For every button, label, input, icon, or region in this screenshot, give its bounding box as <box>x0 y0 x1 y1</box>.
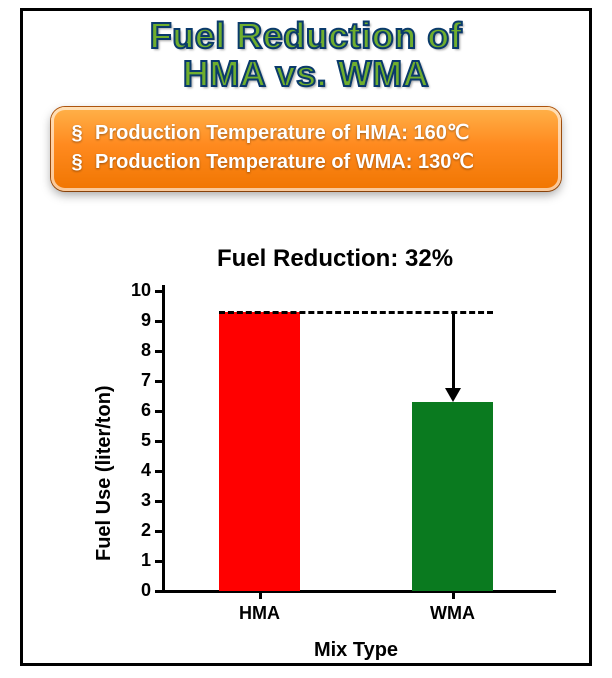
y-tick <box>155 320 163 323</box>
y-tick-label: 1 <box>117 550 151 571</box>
info-text-1: Production Temperature of HMA: 160℃ <box>95 119 469 148</box>
chart-title: Fuel Reduction of HMA vs. WMA <box>23 17 589 93</box>
reduction-annotation: Fuel Reduction: 32% <box>217 245 453 273</box>
y-tick <box>155 380 163 383</box>
y-tick-label: 7 <box>117 370 151 391</box>
category-label: HMA <box>220 603 300 624</box>
y-axis <box>162 285 165 591</box>
chart-area: Fuel Reduction: 32% Fuel Use (liter/ton)… <box>67 245 567 655</box>
y-tick <box>155 530 163 533</box>
category-label: WMA <box>413 603 493 624</box>
bullet-icon: § <box>69 148 85 177</box>
bar-wma <box>412 402 493 591</box>
bar-hma <box>219 312 300 591</box>
bullet-icon: § <box>69 119 85 148</box>
y-tick <box>155 410 163 413</box>
y-tick-label: 9 <box>117 310 151 331</box>
y-tick-label: 8 <box>117 340 151 361</box>
y-tick <box>155 590 163 593</box>
arrow-head-icon <box>445 388 461 402</box>
outer-frame: Fuel Reduction of HMA vs. WMA § Producti… <box>20 8 592 666</box>
y-tick <box>155 470 163 473</box>
plot-region <box>163 291 549 591</box>
y-tick-label: 5 <box>117 430 151 451</box>
info-line-2: § Production Temperature of WMA: 130℃ <box>69 148 543 177</box>
title-line-1: Fuel Reduction of <box>23 17 589 55</box>
x-axis-label: Mix Type <box>163 639 549 662</box>
info-text-2: Production Temperature of WMA: 130℃ <box>95 148 474 177</box>
y-tick <box>155 560 163 563</box>
y-tick-label: 6 <box>117 400 151 421</box>
reduction-arrow <box>452 312 455 390</box>
y-axis-label: Fuel Use (liter/ton) <box>93 385 116 561</box>
y-tick <box>155 290 163 293</box>
x-tick <box>259 591 262 599</box>
x-tick <box>452 591 455 599</box>
y-tick <box>155 350 163 353</box>
y-tick-label: 4 <box>117 460 151 481</box>
y-tick <box>155 440 163 443</box>
info-line-1: § Production Temperature of HMA: 160℃ <box>69 119 543 148</box>
title-line-2: HMA vs. WMA <box>23 55 589 93</box>
y-tick-label: 2 <box>117 520 151 541</box>
y-tick-label: 0 <box>117 580 151 601</box>
info-box: § Production Temperature of HMA: 160℃ § … <box>51 107 561 191</box>
y-tick-label: 3 <box>117 490 151 511</box>
y-tick <box>155 500 163 503</box>
y-tick-label: 10 <box>117 280 151 301</box>
